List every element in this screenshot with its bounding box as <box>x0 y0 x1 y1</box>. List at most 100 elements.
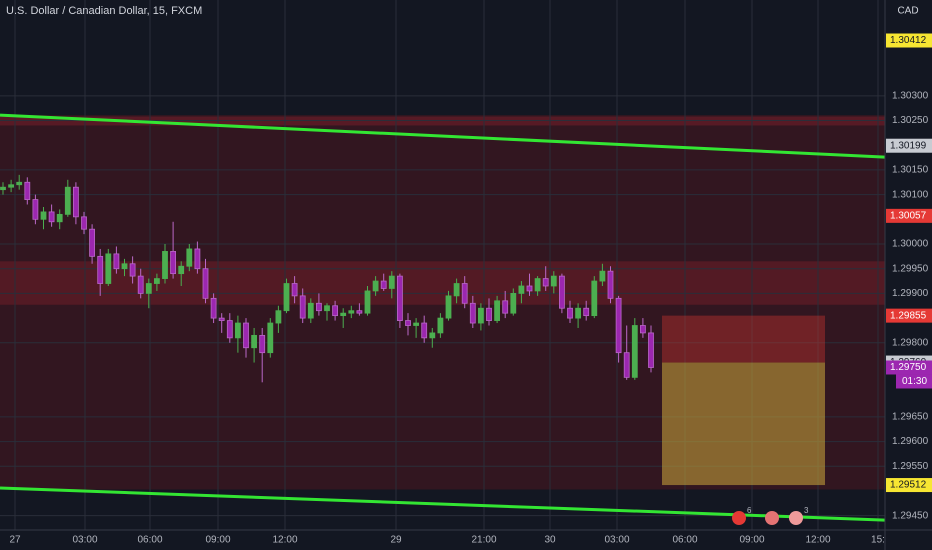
price-badge-label: 1.29855 <box>890 310 927 321</box>
y-tick-label: 1.30000 <box>892 239 929 250</box>
plot-area <box>0 0 886 530</box>
candle-body <box>24 181 31 200</box>
price-badge <box>886 308 932 323</box>
event-icon[interactable] <box>789 511 803 525</box>
x-tick-label: 27 <box>9 535 21 546</box>
candle-body <box>194 248 201 270</box>
candle-body <box>640 325 646 334</box>
event-count: 3 <box>804 506 809 515</box>
x-tick-label: 21:00 <box>471 535 496 546</box>
candle-body <box>137 275 144 294</box>
y-tick-label: 1.30100 <box>892 189 929 200</box>
x-tick-label: 06:00 <box>672 535 697 546</box>
candle-body <box>97 255 104 284</box>
price-badge <box>886 33 932 48</box>
candle-body <box>429 332 436 339</box>
candle-body <box>113 253 120 270</box>
chart-title: U.S. Dollar / Canadian Dollar, 15, FXCM <box>6 5 202 17</box>
candle-body <box>315 302 322 312</box>
price-badge-label: 1.29512 <box>890 480 927 491</box>
candle-body <box>413 322 420 326</box>
candle-body <box>16 181 23 186</box>
candle-body <box>153 278 160 284</box>
candle-body <box>121 263 128 270</box>
candle-body <box>550 275 557 287</box>
x-tick-label: 03:00 <box>604 535 629 546</box>
candle-body <box>494 300 501 321</box>
candle-body <box>0 186 6 191</box>
candle-body <box>73 186 79 218</box>
price-badge <box>886 138 932 153</box>
candle-body <box>388 275 395 289</box>
y-tick-label: 1.29550 <box>892 461 929 472</box>
candle-body <box>162 251 168 279</box>
x-tick-label: 03:00 <box>72 535 97 546</box>
target-zone <box>662 362 825 486</box>
y-tick-label: 1.30300 <box>892 90 929 101</box>
stop-zone <box>662 315 825 363</box>
x-tick-label: 30 <box>544 535 556 546</box>
candle-body <box>210 297 217 319</box>
candle-body <box>510 293 517 314</box>
event-icon[interactable] <box>765 511 779 525</box>
candle-body <box>348 310 355 314</box>
candle-body <box>631 325 638 378</box>
candle-body <box>226 320 233 339</box>
candle-body <box>445 295 452 319</box>
candle-body <box>502 300 509 314</box>
x-tick-label: 29 <box>390 535 402 546</box>
candle-body <box>267 322 274 354</box>
price-badge-label: 1.30199 <box>890 140 927 151</box>
candle-body <box>437 317 444 334</box>
candle-body <box>234 322 241 339</box>
y-tick-label: 1.29800 <box>892 337 929 348</box>
candle-body <box>32 199 39 220</box>
candle-body <box>364 290 371 314</box>
candle-body <box>421 322 428 339</box>
candle-body <box>599 270 606 282</box>
candle-body <box>56 213 63 223</box>
y-tick-label: 1.29650 <box>892 412 929 423</box>
candle-body <box>405 320 411 326</box>
currency-label[interactable]: CAD <box>897 6 918 17</box>
trendline <box>0 113 886 159</box>
price-badge <box>886 208 932 223</box>
candle-body <box>81 216 87 230</box>
event-count: 6 <box>747 506 752 515</box>
y-tick-label: 1.29950 <box>892 263 929 274</box>
x-tick-label: 09:00 <box>739 535 764 546</box>
price-badge-label: 1.30057 <box>890 210 927 221</box>
candle-body <box>380 280 387 289</box>
candle-body <box>283 283 290 312</box>
candle-body <box>340 312 347 317</box>
candle-body <box>542 278 549 287</box>
candle-body <box>259 334 266 354</box>
y-tick-label: 1.29450 <box>892 510 929 521</box>
candle-body <box>591 280 598 317</box>
countdown-badge <box>896 374 932 389</box>
candle-body <box>275 310 282 324</box>
x-tick-label: 12:00 <box>272 535 297 546</box>
candle-body <box>105 253 112 284</box>
x-tick-label: 15: <box>871 535 885 546</box>
candle-body <box>251 334 258 349</box>
candle-body <box>534 278 541 292</box>
candle-body <box>332 305 339 317</box>
candle-body <box>477 307 484 324</box>
candle-body <box>186 248 193 267</box>
candle-body <box>469 302 476 324</box>
candle-body <box>291 283 298 297</box>
y-tick-label: 1.29900 <box>892 288 929 299</box>
y-tick-label: 1.29600 <box>892 436 929 447</box>
candle-body <box>356 310 363 314</box>
event-icons[interactable] <box>732 511 803 525</box>
candle-body <box>218 317 225 321</box>
candle-body <box>299 295 306 319</box>
candle-body <box>243 322 249 349</box>
event-icon[interactable] <box>732 511 746 525</box>
candle-body <box>615 297 622 354</box>
candle-body <box>567 307 573 319</box>
x-tick-label: 09:00 <box>205 535 230 546</box>
candle-body <box>372 280 379 292</box>
